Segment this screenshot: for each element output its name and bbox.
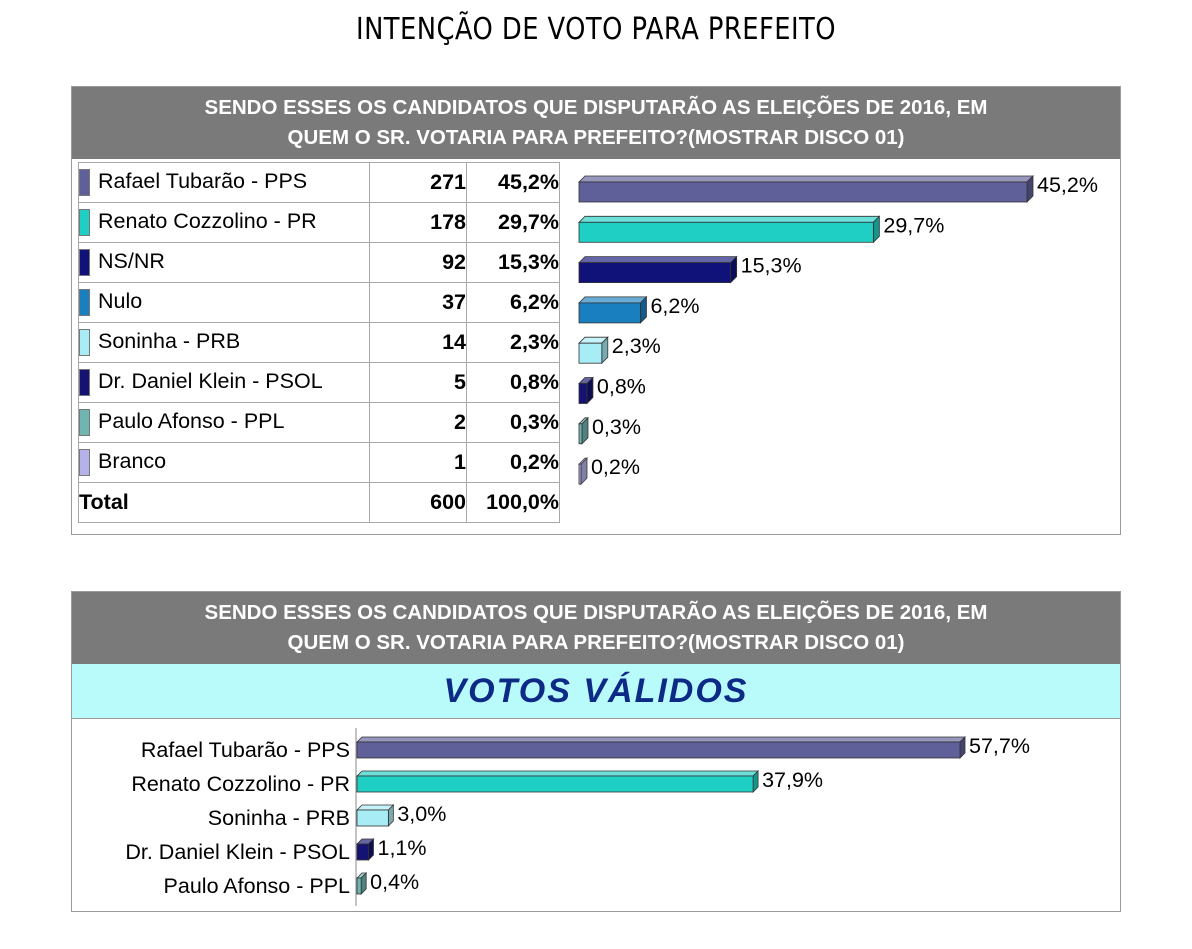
bar-value-label: 2,3% <box>612 334 661 358</box>
bar-value-label: 6,2% <box>650 294 699 318</box>
bar-value-label: 0,8% <box>597 375 646 399</box>
bar-value-label: 29,7% <box>883 213 944 237</box>
candidate-name: Soninha - PRB <box>98 329 241 354</box>
category-label: Soninha - PRB <box>208 806 350 830</box>
results-bar-chart: 45,2% 29,7% 15,3% 6,2% 2,3% 0,8% 0,3% 0,2% <box>578 173 1098 486</box>
candidate-name: NS/NR <box>98 249 165 274</box>
bar-value-label: 0,4% <box>370 870 419 894</box>
vote-count: 14 <box>369 322 467 363</box>
vote-percent: 0,3% <box>466 402 560 443</box>
legend-swatch <box>79 209 90 236</box>
bar <box>578 336 609 365</box>
table-row: NS/NR 92 15,3% <box>78 242 560 283</box>
legend-swatch <box>79 289 90 316</box>
table-row: Branco 1 0,2% <box>78 442 560 483</box>
total-row: Total 600 100,0% <box>78 482 560 523</box>
table-row: Rafael Tubarão - PPS 271 45,2% <box>78 162 560 203</box>
candidate-name: Renato Cozzolino - PR <box>98 209 317 234</box>
bar <box>356 804 395 827</box>
vote-percent: 0,8% <box>466 362 560 403</box>
vote-count: 271 <box>369 162 467 203</box>
legend-swatch <box>79 409 90 436</box>
candidate-name: Nulo <box>98 289 143 314</box>
page-title: INTENÇÃO DE VOTO PARA PREFEITO <box>356 12 836 47</box>
candidate-name: Branco <box>98 449 167 474</box>
total-percent: 100,0% <box>466 482 560 523</box>
vote-percent: 6,2% <box>466 282 560 323</box>
legend-swatch <box>79 329 90 356</box>
candidate-name: Paulo Afonso - PPL <box>98 409 285 434</box>
bar <box>356 872 368 895</box>
bar <box>578 376 594 405</box>
bar-value-label: 1,1% <box>377 836 426 860</box>
valid-votes-panel: SENDO ESSES OS CANDIDATOS QUE DISPUTARÃO… <box>71 591 1121 912</box>
legend-swatch <box>79 369 90 396</box>
bar-value-label: 0,2% <box>591 455 640 479</box>
question-header-2: SENDO ESSES OS CANDIDATOS QUE DISPUTARÃO… <box>72 592 1120 664</box>
vote-count: 5 <box>369 362 467 403</box>
bar <box>578 255 738 284</box>
category-label: Paulo Afonso - PPL <box>164 874 350 898</box>
vote-count: 1 <box>369 442 467 483</box>
all-votes-panel: SENDO ESSES OS CANDIDATOS QUE DISPUTARÃO… <box>71 86 1121 535</box>
category-label: Dr. Daniel Klein - PSOL <box>125 840 350 864</box>
bar-value-label: 37,9% <box>762 768 823 792</box>
bar <box>578 416 589 445</box>
candidate-name: Rafael Tubarão - PPS <box>98 169 308 194</box>
bar <box>578 175 1034 203</box>
bar-value-label: 57,7% <box>969 734 1030 758</box>
valid-votes-title: VOTOS VÁLIDOS <box>443 672 749 710</box>
category-label: Rafael Tubarão - PPS <box>141 738 350 762</box>
bar <box>356 838 375 861</box>
bar <box>356 770 760 793</box>
bar-value-label: 45,2% <box>1037 173 1098 197</box>
vote-count: 37 <box>369 282 467 323</box>
vote-percent: 29,7% <box>466 202 560 243</box>
results-table: Rafael Tubarão - PPS 271 45,2% Renato Cozzo… <box>78 162 560 523</box>
vote-percent: 45,2% <box>466 162 560 203</box>
total-count: 600 <box>369 482 467 523</box>
legend-swatch <box>79 249 90 276</box>
bar <box>578 457 588 486</box>
legend-swatch <box>79 169 90 196</box>
valid-votes-banner: VOTOS VÁLIDOS <box>72 664 1120 719</box>
table-row: Nulo 37 6,2% <box>78 282 560 323</box>
valid-votes-bar-chart: 57,7% Rafael Tubarão - PPS 37,9% Renato Coz… <box>125 728 1030 906</box>
category-label: Renato Cozzolino - PR <box>131 772 350 796</box>
table-row: Soninha - PRB 14 2,3% <box>78 322 560 363</box>
bar-value-label: 15,3% <box>741 254 802 278</box>
bar <box>578 215 881 244</box>
bar-value-label: 0,3% <box>592 415 641 439</box>
total-label: Total <box>78 482 370 523</box>
bar-value-label: 3,0% <box>397 802 446 826</box>
table-row: Renato Cozzolino - PR 178 29,7% <box>78 202 560 243</box>
bar <box>578 295 648 324</box>
table-row: Dr. Daniel Klein - PSOL 5 0,8% <box>78 362 560 403</box>
candidate-name: Dr. Daniel Klein - PSOL <box>98 369 323 394</box>
question-header: SENDO ESSES OS CANDIDATOS QUE DISPUTARÃO… <box>72 87 1120 159</box>
legend-swatch <box>79 449 90 476</box>
bar <box>356 736 966 759</box>
vote-percent: 2,3% <box>466 322 560 363</box>
